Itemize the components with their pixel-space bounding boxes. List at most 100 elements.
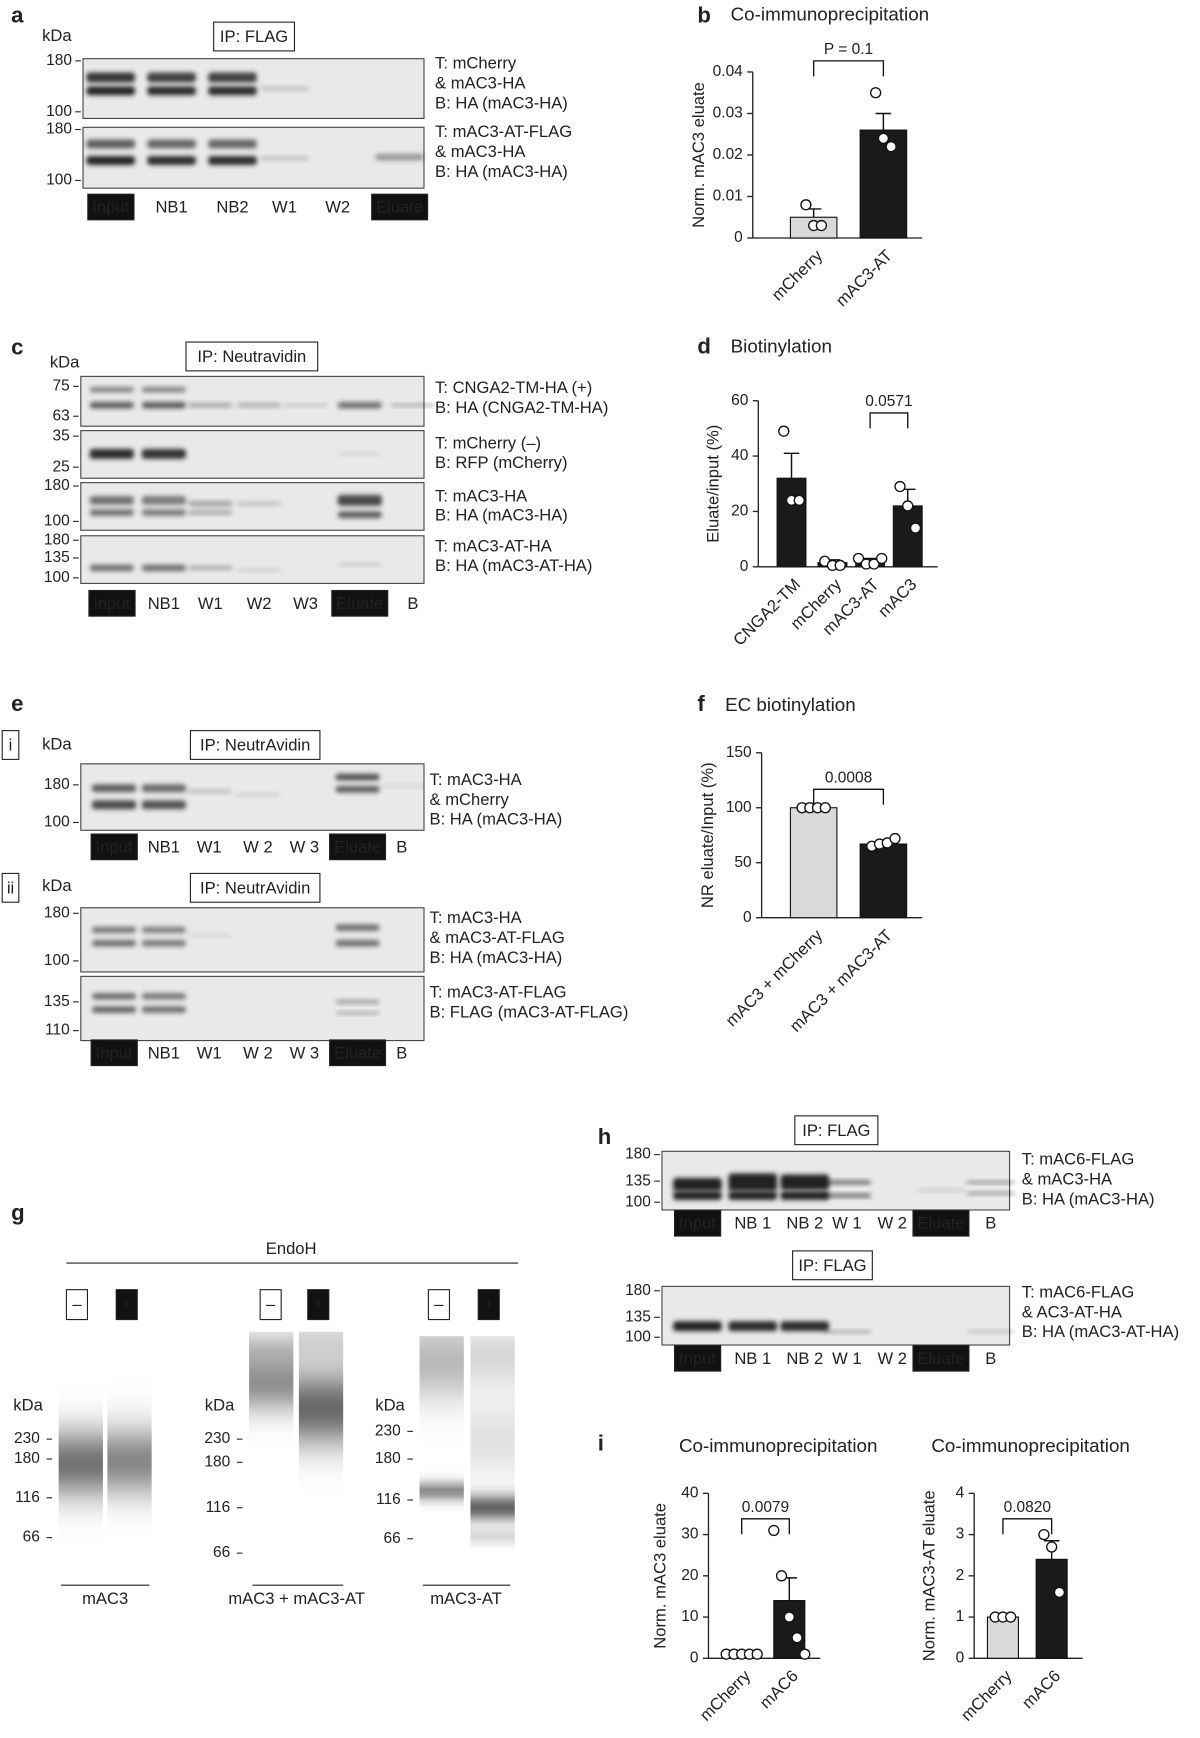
sign-label: + xyxy=(122,1295,132,1314)
sign-box xyxy=(427,1289,451,1321)
kda-label: kDa xyxy=(42,26,72,45)
data-point xyxy=(793,494,805,507)
band xyxy=(188,500,233,507)
band xyxy=(673,1177,722,1192)
data-point xyxy=(815,219,828,232)
band xyxy=(822,1330,872,1334)
y-tick-label: 2 xyxy=(956,1567,965,1584)
blot-target: B: HA (mAC3-HA) xyxy=(435,93,568,112)
treatment-label: EndoH xyxy=(266,1239,317,1258)
x-tick-label: mAC6 xyxy=(1018,1666,1064,1712)
data-point xyxy=(877,132,890,145)
lane-label: Eluate xyxy=(917,1214,964,1233)
band xyxy=(91,1006,137,1013)
chart-title: Biotinylation xyxy=(731,336,832,357)
p-value: 0.0571 xyxy=(865,393,912,410)
ip-box xyxy=(213,21,296,52)
ip-box xyxy=(794,1115,879,1146)
marker-label: 180 xyxy=(204,1453,230,1470)
band xyxy=(141,800,186,810)
band xyxy=(966,1330,1016,1334)
band xyxy=(260,156,309,161)
data-point xyxy=(885,141,897,153)
band xyxy=(335,1011,380,1015)
data-point xyxy=(1053,1586,1066,1598)
lane xyxy=(419,1336,464,1572)
y-tick-label: 30 xyxy=(681,1526,698,1543)
panel-letter: b xyxy=(697,2,711,27)
lane-label: W 1 xyxy=(832,1214,862,1233)
blot-target: T: mAC3-HA xyxy=(435,486,528,505)
blot-target: B: HA (mAC3-AT-HA) xyxy=(435,556,592,575)
data-point xyxy=(869,87,882,99)
band xyxy=(335,785,380,793)
marker-label: 100 xyxy=(44,952,70,969)
band xyxy=(236,568,282,572)
p-value: P = 0.1 xyxy=(824,41,873,58)
panel-letter: a xyxy=(11,2,24,27)
panel-letter: g xyxy=(11,1200,25,1225)
sub-box xyxy=(1,872,20,903)
band xyxy=(91,939,137,947)
kda-label: kDa xyxy=(42,734,72,753)
bar xyxy=(789,807,838,919)
lane-label: Input xyxy=(679,1349,716,1368)
gel xyxy=(661,1285,1011,1346)
band xyxy=(188,402,233,408)
blot-target: T: mAC3-HA xyxy=(430,770,523,789)
lane-label: NB2 xyxy=(216,198,248,217)
marker-label: 75 xyxy=(53,377,70,394)
chart-title: Co-immunoprecipitation xyxy=(679,1435,878,1456)
band xyxy=(375,153,424,161)
marker-label: 35 xyxy=(53,427,70,444)
band xyxy=(86,86,136,96)
band xyxy=(147,156,196,165)
band xyxy=(260,86,309,91)
y-axis-label: Norm. mAC3 eluate xyxy=(689,82,708,228)
group-label: mAC3 + mAC3-AT xyxy=(228,1589,365,1608)
lane xyxy=(298,1331,344,1561)
label-box xyxy=(673,1344,722,1372)
band xyxy=(728,1191,778,1200)
marker-label: 110 xyxy=(45,1022,70,1039)
gel xyxy=(80,975,425,1042)
y-tick-label: 0.01 xyxy=(713,188,743,205)
significance-bracket xyxy=(812,788,885,805)
data-point xyxy=(876,552,888,565)
y-tick-label: 3 xyxy=(956,1526,965,1543)
band xyxy=(187,933,232,938)
band xyxy=(86,72,136,83)
lane-label: Input xyxy=(92,198,129,217)
band xyxy=(208,139,257,149)
blot-target: B: RFP (mCherry) xyxy=(435,453,567,472)
ip-label: IP: FLAG xyxy=(802,1121,870,1140)
lane-label: NB1 xyxy=(148,837,180,856)
band xyxy=(966,1191,1016,1196)
y-tick-label: 0.03 xyxy=(713,105,743,122)
blot-target: B: HA (mAC3-HA) xyxy=(435,162,568,181)
marker-label: 100 xyxy=(625,1328,651,1345)
y-tick-label: 1 xyxy=(956,1608,965,1625)
sub-label: ii xyxy=(7,878,14,897)
lane-label: Input xyxy=(93,594,130,613)
band xyxy=(335,939,380,947)
y-axis-label: Norm. mAC3 eluate xyxy=(650,1503,669,1649)
bar xyxy=(859,843,908,919)
band xyxy=(187,789,232,794)
ip-label: IP: NeutrAvidin xyxy=(200,878,310,897)
blot-target: & mAC3-HA xyxy=(435,74,526,93)
band xyxy=(337,401,382,409)
data-point xyxy=(902,500,914,512)
label-box xyxy=(329,1039,387,1067)
lane-label: Input xyxy=(679,1214,716,1233)
band xyxy=(89,448,134,459)
band xyxy=(89,509,134,516)
data-point xyxy=(819,802,831,814)
marker-label: 180 xyxy=(44,776,70,793)
band xyxy=(822,1193,872,1198)
band xyxy=(188,565,233,571)
lane-label: W 2 xyxy=(243,837,273,856)
marker-label: 100 xyxy=(44,569,70,586)
data-point xyxy=(775,1570,788,1582)
ip-box xyxy=(189,872,321,903)
